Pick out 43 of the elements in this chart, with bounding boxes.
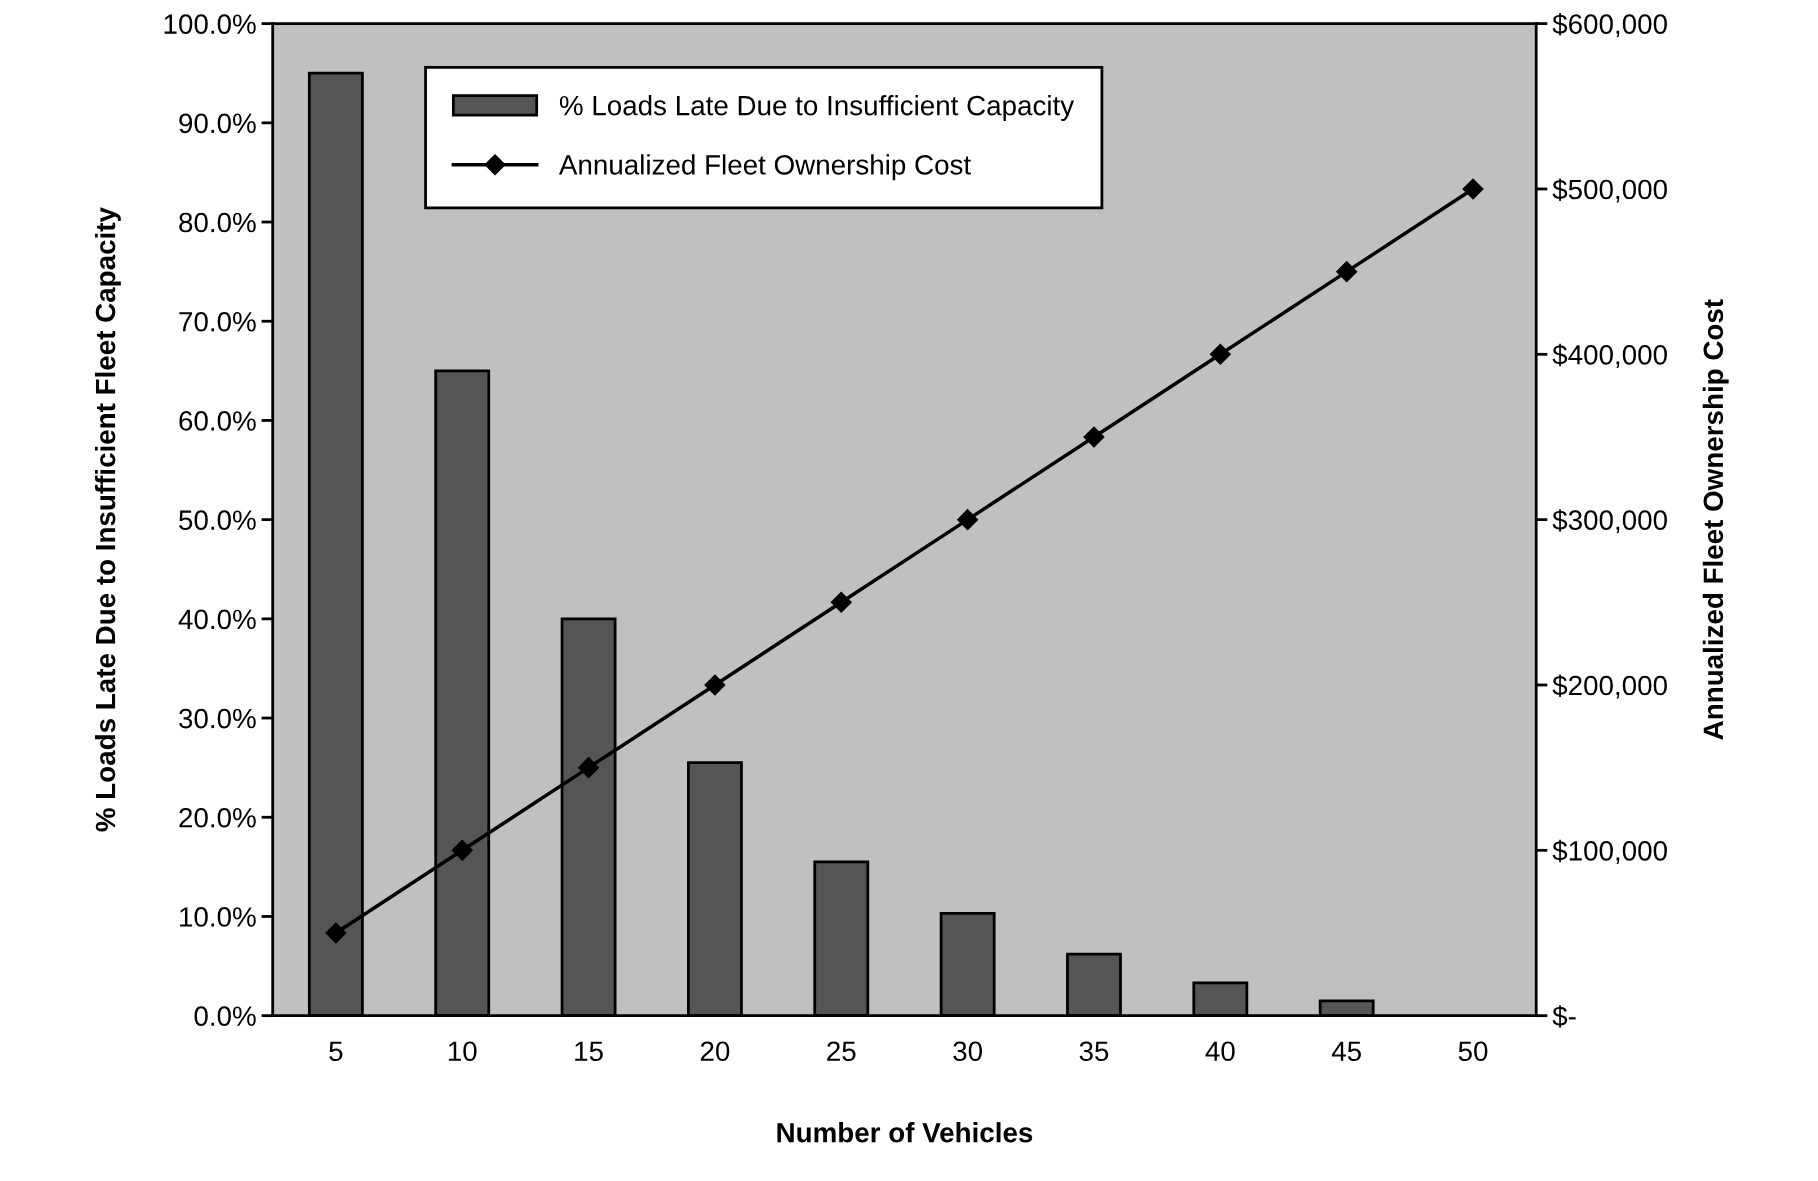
y-tick-label: 10.0% [180,907,256,927]
x-tick-label: 10 [448,1041,477,1062]
point [1083,426,1105,448]
y-tick-label: 100.0% [164,14,256,34]
point [325,922,347,944]
legend-label: % Loads Late Due to Insufficient Capacity [559,95,1075,121]
y2-tick-label: $- [1552,1005,1576,1028]
y-axis-title: % Loads Late Due to Insufficient Fleet Capacity [94,207,121,832]
y-tick-label: 80.0% [179,212,256,233]
y2-tick-label: $100,000 [1552,839,1667,864]
point [1336,261,1358,283]
y2-tick-label: $200,000 [1552,674,1667,699]
y-tick-label: 70.0% [179,311,256,332]
point [704,674,726,696]
y-tick-label: 0.0% [194,1006,256,1026]
x-tick-label: 40 [1205,1041,1235,1062]
point [1209,343,1231,365]
y2-tick-label: $500,000 [1552,178,1667,203]
y2-tick-label: $600,000 [1552,13,1667,38]
x-tick-label: 5 [329,1041,343,1062]
y-tick-label: 60.0% [179,411,256,431]
y2-tick-label: $300,000 [1552,509,1667,534]
y-tick-label: 50.0% [179,510,256,530]
x-tick-label: 25 [827,1041,856,1062]
y2-axis-title: Annualized Fleet Ownership Cost [1702,299,1729,740]
x-tick-label: 35 [1079,1041,1109,1062]
point [830,591,852,613]
point [957,509,979,531]
point [451,839,473,861]
x-axis-title: Number of Vehicles [777,1122,1033,1143]
point [1462,178,1484,200]
point [578,757,600,779]
y-tick-label: 30.0% [179,708,256,729]
x-tick-label: 20 [700,1041,730,1062]
y-tick-label: 40.0% [178,609,256,630]
x-tick-label: 50 [1458,1041,1488,1062]
x-tick-label: 15 [575,1041,603,1062]
legend-label: Annualized Fleet Ownership Cost [558,154,971,181]
y2-tick-label: $400,000 [1552,343,1667,368]
y-tick-label: 20.0% [179,807,256,828]
x-tick-label: 45 [1331,1041,1361,1062]
x-tick-label: 30 [953,1041,982,1062]
y-tick-label: 90.0% [179,113,256,134]
